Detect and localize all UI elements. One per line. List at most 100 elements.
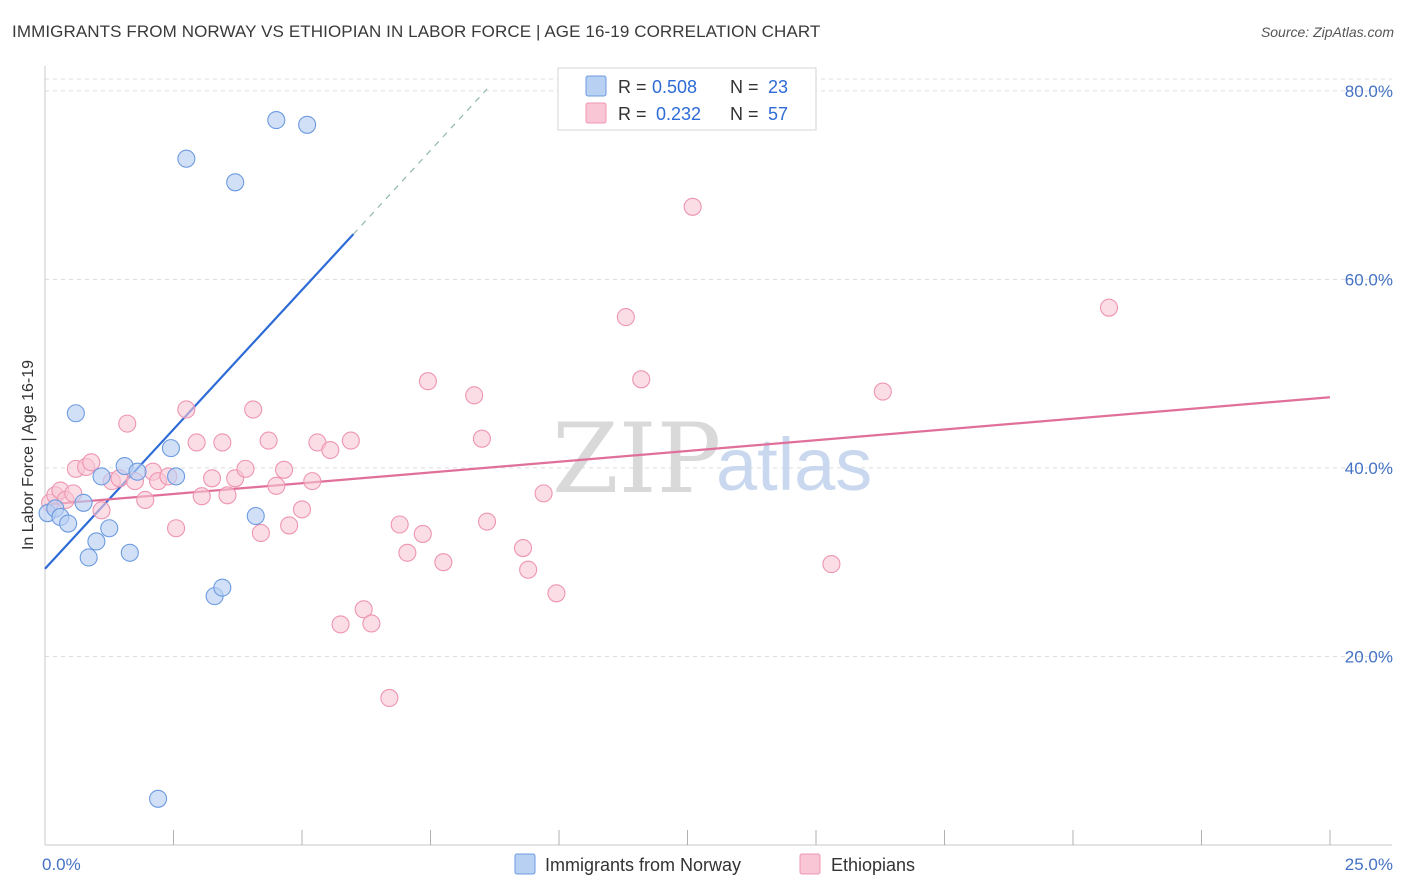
watermark-atlas: atlas: [716, 423, 872, 506]
ethiopians-point: [274, 460, 294, 479]
source-label: Source: ZipAtlas.com: [1260, 24, 1394, 40]
ethiopians-point: [251, 523, 270, 543]
ethiopians-point: [519, 560, 538, 579]
norway-point: [267, 111, 286, 130]
ethiopians-point: [331, 615, 350, 634]
ethiopians-point: [167, 519, 186, 538]
ethiopians-point: [354, 600, 373, 619]
ethiopians-point: [118, 414, 137, 433]
ethiopians-point: [341, 431, 360, 450]
y-tick-label: 60.0%: [1345, 270, 1393, 289]
y-axis-title: In Labor Force | Age 16-19: [20, 360, 37, 550]
ethiopians-point: [92, 501, 111, 520]
norway-point: [226, 173, 245, 192]
x-tick-label: 25.0%: [1345, 855, 1393, 874]
ethiopians-point: [218, 486, 237, 505]
ethiopians-points: [41, 197, 1119, 707]
legend-n-label-1: N =: [730, 77, 759, 97]
ethiopians-point: [434, 553, 453, 572]
norway-point: [128, 462, 147, 481]
ethiopians-point: [873, 382, 892, 401]
ethiopians-point: [321, 440, 340, 460]
legend-swatch-norway: [585, 75, 607, 97]
norway-point: [92, 467, 111, 486]
legend-swatch-ethiopians: [585, 102, 607, 124]
norway-point: [177, 149, 196, 168]
norway-point: [213, 578, 232, 597]
ethiopians-point: [380, 688, 399, 707]
bottom-legend: Immigrants from Norway Ethiopians: [514, 853, 915, 875]
ethiopians-point: [136, 490, 155, 510]
ethiopians-point: [82, 453, 101, 472]
ethiopians-point: [683, 197, 702, 216]
y-tick-labels: 20.0% 40.0% 60.0% 80.0%: [1345, 82, 1393, 667]
ethiopians-point: [292, 500, 312, 519]
bottom-legend-swatch-norway: [514, 853, 536, 875]
norway-point: [79, 548, 98, 567]
ethiopians-point: [236, 459, 255, 478]
ethiopians-point: [177, 400, 196, 419]
ethiopians-point: [472, 429, 491, 448]
legend-r-label-1: R =: [618, 77, 647, 97]
norway-point: [120, 543, 139, 562]
norway-point: [161, 439, 180, 458]
norway-point: [167, 467, 186, 486]
ethiopians-point: [187, 433, 206, 452]
ethiopians-point: [203, 469, 222, 488]
ethiopians-point: [280, 516, 299, 535]
norway-point: [74, 493, 93, 512]
legend-n-value-1: 23: [768, 77, 788, 97]
bottom-legend-label-ethiopians: Ethiopians: [831, 855, 915, 875]
legend-box: R = 0.508 N = 23 R = 0.232 N = 57: [557, 67, 817, 131]
ethiopians-point: [192, 487, 211, 506]
x-tick-label: 0.0%: [42, 855, 81, 874]
ethiopians-point: [1099, 298, 1119, 317]
norway-point: [149, 789, 168, 808]
ethiopians-point: [513, 539, 533, 558]
ethiopians-point: [390, 515, 409, 534]
legend-r-value-1: 0.508: [652, 77, 697, 97]
ethiopians-point: [616, 308, 635, 327]
y-tick-label: 80.0%: [1345, 82, 1393, 101]
legend-r-value-2: 0.232: [656, 104, 701, 124]
ethiopians-point: [547, 584, 566, 603]
ethiopians-point: [632, 370, 651, 389]
ethiopians-point: [465, 386, 484, 405]
bottom-legend-label-norway: Immigrants from Norway: [545, 855, 741, 875]
norway-point: [66, 404, 85, 423]
trendline-norway-extension: [352, 88, 488, 235]
axes: [44, 66, 1392, 846]
gridlines: [45, 78, 1392, 657]
trendline-ethiopians: [44, 396, 1331, 506]
watermark: ZIP atlas: [552, 403, 872, 515]
norway-point: [100, 519, 119, 538]
norway-point: [59, 514, 78, 533]
ethiopians-point: [244, 400, 263, 419]
norway-point: [246, 506, 265, 526]
x-tick-labels: 0.0% 25.0%: [42, 855, 1393, 874]
ethiopians-point: [362, 614, 381, 633]
y-tick-label: 40.0%: [1345, 459, 1393, 478]
ethiopians-point: [413, 524, 432, 543]
trendline-norway: [44, 233, 355, 570]
legend-n-label-2: N =: [730, 104, 759, 124]
ethiopians-point: [822, 555, 841, 574]
bottom-legend-swatch-ethiopians: [799, 853, 821, 875]
ethiopians-point: [259, 431, 278, 450]
norway-points: [38, 111, 317, 808]
ethiopians-point: [213, 433, 232, 452]
legend-n-value-2: 57: [768, 104, 788, 124]
norway-point: [87, 532, 106, 551]
watermark-zip: ZIP: [552, 403, 721, 515]
y-tick-label: 20.0%: [1345, 647, 1393, 666]
ethiopians-point: [534, 484, 553, 503]
ethiopians-point: [477, 512, 497, 531]
ethiopians-point: [418, 372, 437, 391]
chart-title: IMMIGRANTS FROM NORWAY VS ETHIOPIAN IN L…: [12, 22, 821, 41]
ethiopians-point: [267, 476, 286, 495]
norway-point: [298, 115, 317, 134]
legend-r-label-2: R =: [618, 104, 647, 124]
ethiopians-point: [398, 543, 417, 562]
ethiopians-point: [303, 472, 322, 491]
